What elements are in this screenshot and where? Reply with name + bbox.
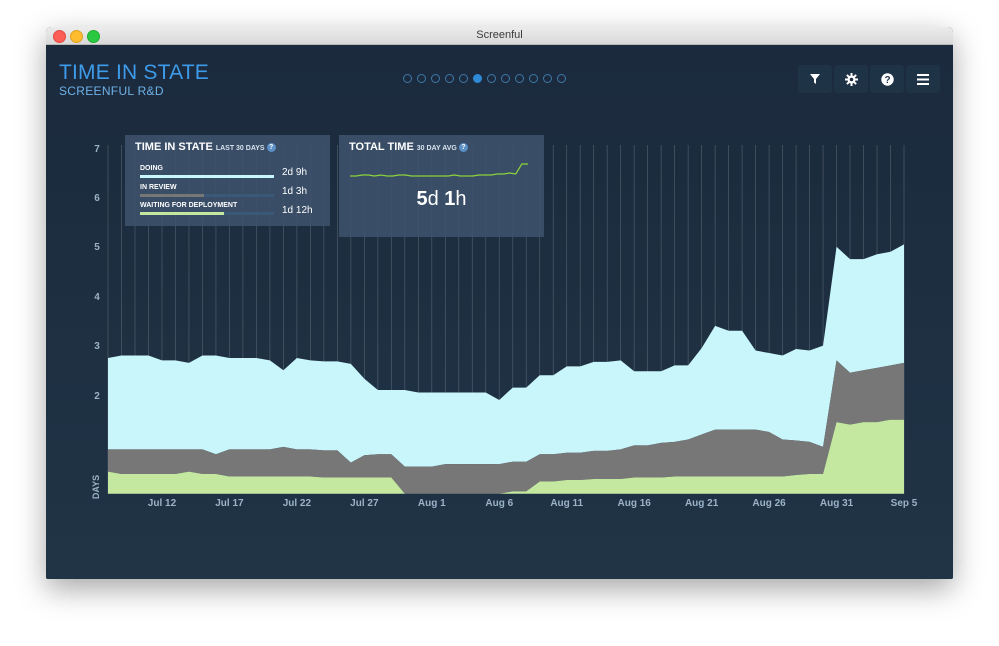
state-row-bar-fill-waiting — [140, 212, 225, 215]
page-subtitle: SCREENFUL R&D — [59, 84, 164, 98]
state-row-bar-fill-doing — [140, 175, 274, 178]
total-days: 5 — [416, 188, 428, 210]
filter-icon — [810, 74, 820, 84]
state-row-label-in-review: IN REVIEW — [140, 184, 177, 191]
gear-icon — [844, 72, 858, 86]
x-tick-label: Jul 17 — [215, 498, 244, 509]
minimize-window-button[interactable] — [70, 30, 83, 43]
title-bar: Screenful — [46, 27, 953, 45]
total-hours: 1 — [444, 188, 456, 210]
state-panel-help-icon[interactable]: ? — [266, 142, 276, 152]
area-series-doing — [108, 244, 904, 467]
state-row-value-in-review: 1d 3h — [282, 186, 308, 197]
total-panel-title: TOTAL TIME 30 DAY AVG? — [349, 141, 468, 153]
total-time-panel: TOTAL TIME 30 DAY AVG? 5d 1h — [339, 135, 544, 237]
pagination-dot-4[interactable] — [445, 74, 454, 83]
close-window-button[interactable] — [53, 30, 66, 43]
x-tick-label: Aug 21 — [685, 498, 719, 509]
x-tick-label: Aug 26 — [752, 498, 786, 509]
x-tick-label: Aug 6 — [485, 498, 513, 509]
total-days-unit: d — [427, 188, 439, 210]
state-row-value-doing: 2d 9h — [282, 167, 308, 178]
total-panel-period: 30 DAY AVG — [416, 145, 457, 152]
total-hours-unit: h — [455, 188, 467, 210]
pagination-dot-5[interactable] — [459, 74, 468, 83]
pagination-dot-7[interactable] — [487, 74, 496, 83]
slide-pagination — [403, 74, 566, 86]
pagination-dot-8[interactable] — [501, 74, 510, 83]
pagination-dot-11[interactable] — [543, 74, 552, 83]
state-row-bar-fill-in-review — [140, 194, 205, 197]
page-title: TIME IN STATE — [59, 61, 209, 84]
area-series-waiting-for-deployment — [108, 419, 904, 494]
x-tick-label: Jul 12 — [148, 498, 177, 509]
state-row-value-waiting: 1d 12h — [282, 205, 313, 216]
total-panel-help-icon[interactable]: ? — [458, 142, 468, 152]
pagination-dot-9[interactable] — [515, 74, 524, 83]
pagination-dot-10[interactable] — [529, 74, 538, 83]
state-row-bar-in-review — [140, 194, 274, 197]
settings-button[interactable] — [834, 65, 868, 93]
app-window: Screenful TIME IN STATE SCREENFUL R&D ? — [46, 27, 953, 579]
dashboard: TIME IN STATE SCREENFUL R&D ? — [46, 45, 953, 579]
svg-text:?: ? — [884, 75, 890, 86]
x-tick-label: Aug 31 — [820, 498, 854, 509]
window-title: Screenful — [476, 29, 523, 41]
maximize-window-button[interactable] — [87, 30, 100, 43]
state-panel-period: LAST 30 DAYS — [215, 145, 265, 152]
state-row-bar-doing — [140, 175, 274, 178]
x-tick-label: Jul 27 — [350, 498, 379, 509]
hamburger-menu-icon — [917, 73, 929, 85]
help-icon: ? — [880, 72, 894, 86]
x-tick-label: Aug 1 — [418, 498, 446, 509]
total-time-value: 5d 1h — [339, 188, 544, 211]
state-panel-title-text: TIME IN STATE — [135, 141, 213, 153]
state-row-bar-waiting — [140, 212, 274, 215]
pagination-dot-3[interactable] — [431, 74, 440, 83]
total-panel-title-text: TOTAL TIME — [349, 141, 414, 153]
sparkline-line — [350, 163, 528, 177]
area-series-in-review — [108, 360, 904, 494]
time-in-state-chart: 2 3 4 5 6 7 Jul 12 Jul 17 Jul 22 Jul 27 Aug 1 Aug … — [91, 144, 918, 509]
y-axis-label: DAYS — [91, 475, 101, 499]
x-tick-label: Sep 5 — [891, 498, 918, 509]
total-time-sparkline — [350, 163, 528, 177]
pagination-dot-2[interactable] — [417, 74, 426, 83]
pagination-dot-6[interactable] — [473, 74, 482, 83]
help-button[interactable]: ? — [870, 65, 904, 93]
y-tick-label: 4 — [94, 292, 100, 303]
y-tick-label: 2 — [94, 391, 100, 402]
pagination-dot-12[interactable] — [557, 74, 566, 83]
state-row-label-waiting: WAITING FOR DEPLOYMENT — [140, 202, 238, 209]
y-tick-label: 7 — [94, 144, 100, 155]
x-tick-label: Aug 11 — [550, 498, 583, 509]
state-panel-title: TIME IN STATE LAST 30 DAYS? — [135, 141, 276, 153]
y-tick-label: 6 — [94, 193, 100, 204]
filter-button[interactable] — [798, 65, 832, 93]
menu-button[interactable] — [906, 65, 940, 93]
y-tick-label: 3 — [94, 341, 100, 352]
time-in-state-panel: TIME IN STATE LAST 30 DAYS? DOING 2d 9h I… — [125, 135, 330, 226]
x-tick-label: Jul 22 — [283, 498, 312, 509]
state-row-label-doing: DOING — [140, 165, 163, 172]
x-tick-label: Aug 16 — [617, 498, 651, 509]
y-tick-label: 5 — [94, 242, 100, 253]
pagination-dot-1[interactable] — [403, 74, 412, 83]
